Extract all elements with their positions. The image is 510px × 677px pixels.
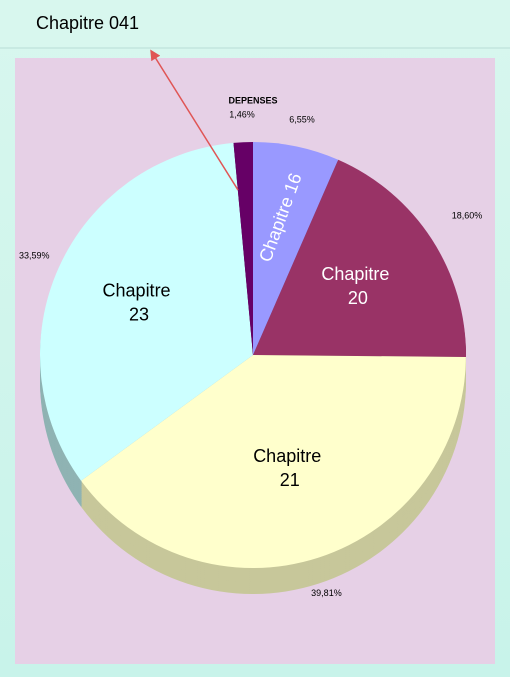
slice (253, 159, 466, 357)
slice (81, 355, 466, 568)
category-label: Chapitre 23 (103, 280, 176, 324)
category-label: Chapitre 20 (321, 264, 394, 308)
callout-arrow (150, 49, 239, 191)
category-label: Chapitre 041 (36, 13, 139, 33)
slice (233, 142, 253, 355)
value-label: 1,46% (229, 110, 255, 120)
category-label: Chapitre 21 (253, 446, 326, 490)
value-label: 18,60% (452, 211, 483, 221)
chart-title: DEPENSES (228, 95, 277, 105)
value-label: 33,59% (19, 251, 50, 261)
slice (40, 142, 254, 481)
slice (253, 142, 339, 355)
header-band (0, 0, 510, 48)
value-label: 39,81% (311, 588, 342, 598)
value-label: 6,55% (289, 114, 315, 124)
